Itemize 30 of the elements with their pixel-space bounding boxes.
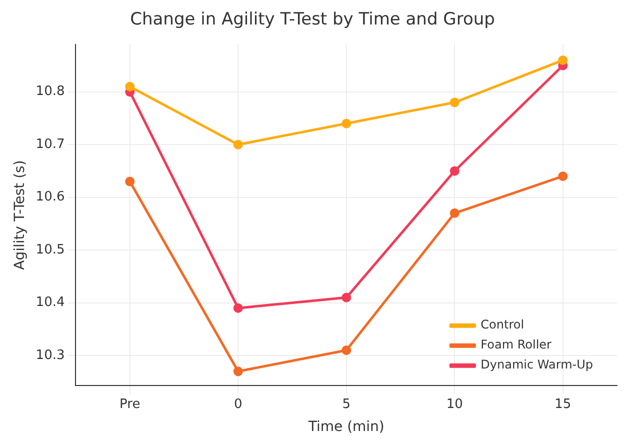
x-tick-label: Pre — [120, 396, 140, 412]
point — [342, 118, 352, 128]
legend-label: Dynamic Warm-Up — [480, 358, 594, 372]
point — [233, 140, 243, 150]
point — [450, 166, 460, 176]
point — [558, 55, 568, 65]
y-tick-label: 10.3 — [36, 348, 65, 363]
y-tick-label: 10.6 — [36, 190, 65, 205]
point — [125, 176, 135, 186]
y-tick-label: 10.5 — [36, 242, 65, 258]
y-tick-label: 10.7 — [36, 136, 65, 152]
x-tick-label: 0 — [234, 396, 242, 412]
point — [558, 171, 568, 181]
point — [342, 292, 352, 302]
y-tick-label: 10.8 — [36, 84, 65, 100]
point — [233, 303, 243, 313]
chart-title: Change in Agility T-Test by Time and Group — [130, 10, 495, 30]
x-axis-title: Time (min) — [307, 419, 384, 436]
y-tick-label: 10.4 — [36, 295, 65, 310]
point — [125, 82, 135, 92]
x-tick-label: 5 — [342, 396, 351, 412]
point — [342, 346, 352, 356]
y-axis-title: Agility T-Test (s) — [12, 160, 28, 270]
legend-label: Foam Roller — [480, 338, 552, 352]
x-tick-label: 15 — [554, 396, 572, 412]
point — [450, 98, 460, 108]
point — [450, 208, 460, 218]
point — [233, 366, 243, 376]
x-tick-label: 10 — [446, 396, 463, 412]
legend-label: Control — [480, 318, 524, 332]
